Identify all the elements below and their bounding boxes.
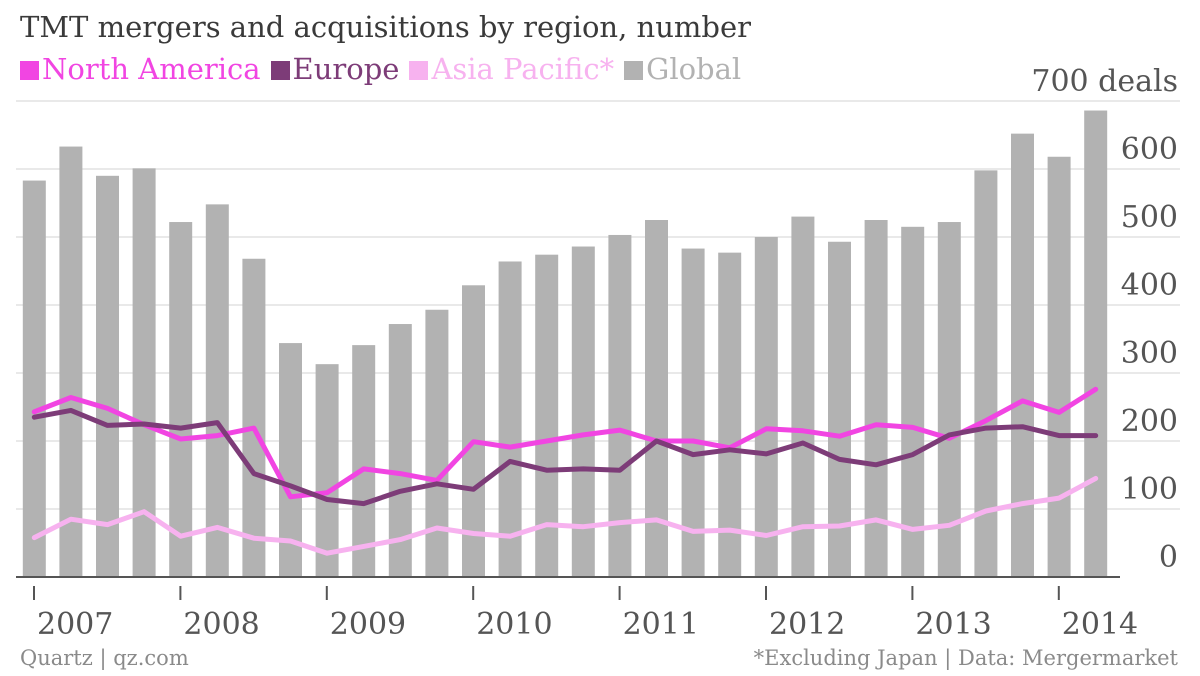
line-north-america — [31, 386, 1099, 500]
legend-label: Global — [646, 52, 742, 86]
legend-label: Asia Pacific* — [431, 52, 615, 86]
y-tick-label: 0 — [1159, 540, 1178, 575]
bar-global — [974, 170, 998, 578]
bar-global — [169, 222, 193, 578]
legend-swatch — [409, 61, 429, 80]
legend-item-global: Global — [624, 52, 741, 86]
source-note: Quartz | qz.com — [20, 646, 189, 670]
bar-global — [681, 248, 705, 577]
y-tick-label: 700 deals — [1031, 64, 1178, 99]
x-tick-label: 2013 — [915, 607, 991, 642]
bar-global — [59, 146, 83, 577]
bar-global — [388, 324, 412, 577]
y-tick-label: 500 — [1121, 200, 1178, 235]
legend-item-europe: Europe — [270, 52, 400, 86]
line-asia-pacific — [31, 475, 1099, 556]
y-tick-label: 600 — [1121, 132, 1178, 167]
chart-title: TMT mergers and acquisitions by region, … — [20, 10, 751, 44]
legend-item-asia-pacific: Asia Pacific* — [409, 52, 614, 86]
bar-global — [754, 237, 778, 577]
bar-global — [645, 220, 668, 577]
global-bars — [22, 110, 1108, 578]
bar-global — [1011, 133, 1034, 577]
legend-item-north-america: North America — [20, 52, 261, 86]
legend-swatch — [270, 61, 290, 80]
axes: 0 100 200 300 400 500 600 700 deals 2007 2008 2009… — [16, 64, 1178, 642]
bar-global — [132, 168, 156, 577]
y-tick-label: 100 — [1121, 472, 1178, 507]
bar-global — [791, 216, 815, 577]
bar-global — [96, 175, 119, 578]
bar-global — [279, 343, 302, 577]
bar-global — [901, 226, 925, 578]
x-tick-label: 2007 — [37, 607, 113, 642]
bar-global — [608, 234, 632, 577]
bar-global — [828, 241, 851, 577]
legend-swatch — [624, 61, 644, 80]
bar-global — [22, 180, 46, 577]
legend-label: Europe — [292, 52, 400, 86]
bar-global — [498, 261, 522, 577]
bar-global — [937, 222, 961, 578]
bar-global — [535, 254, 559, 577]
legend-swatch — [20, 61, 39, 80]
bar-global — [315, 364, 339, 577]
bar-global — [718, 252, 742, 577]
x-tick-label: 2010 — [476, 607, 552, 642]
legend: North America Europe Asia Pacific* Global — [20, 52, 751, 86]
x-tick-label: 2014 — [1062, 607, 1138, 642]
bar-global — [352, 345, 376, 577]
bar-global — [1084, 110, 1108, 578]
region-lines — [31, 386, 1099, 556]
x-tick-label: 2012 — [769, 607, 845, 642]
bar-global — [1047, 156, 1071, 577]
line-europe — [31, 407, 1099, 507]
legend-label: North America — [42, 52, 261, 86]
x-tick-label: 2008 — [183, 607, 259, 642]
bar-global — [864, 220, 888, 577]
y-tick-label: 200 — [1121, 404, 1178, 439]
bar-global — [462, 285, 485, 577]
y-tick-label: 400 — [1121, 268, 1178, 303]
bar-global — [571, 246, 595, 577]
x-tick-label: 2011 — [623, 607, 699, 642]
y-tick-label: 300 — [1121, 336, 1178, 371]
bar-global — [205, 204, 229, 578]
bar-global — [425, 309, 449, 577]
bar-global — [242, 258, 266, 577]
x-tick-label: 2009 — [330, 607, 406, 642]
footnote: *Excluding Japan | Data: Mergermarket — [753, 646, 1178, 670]
